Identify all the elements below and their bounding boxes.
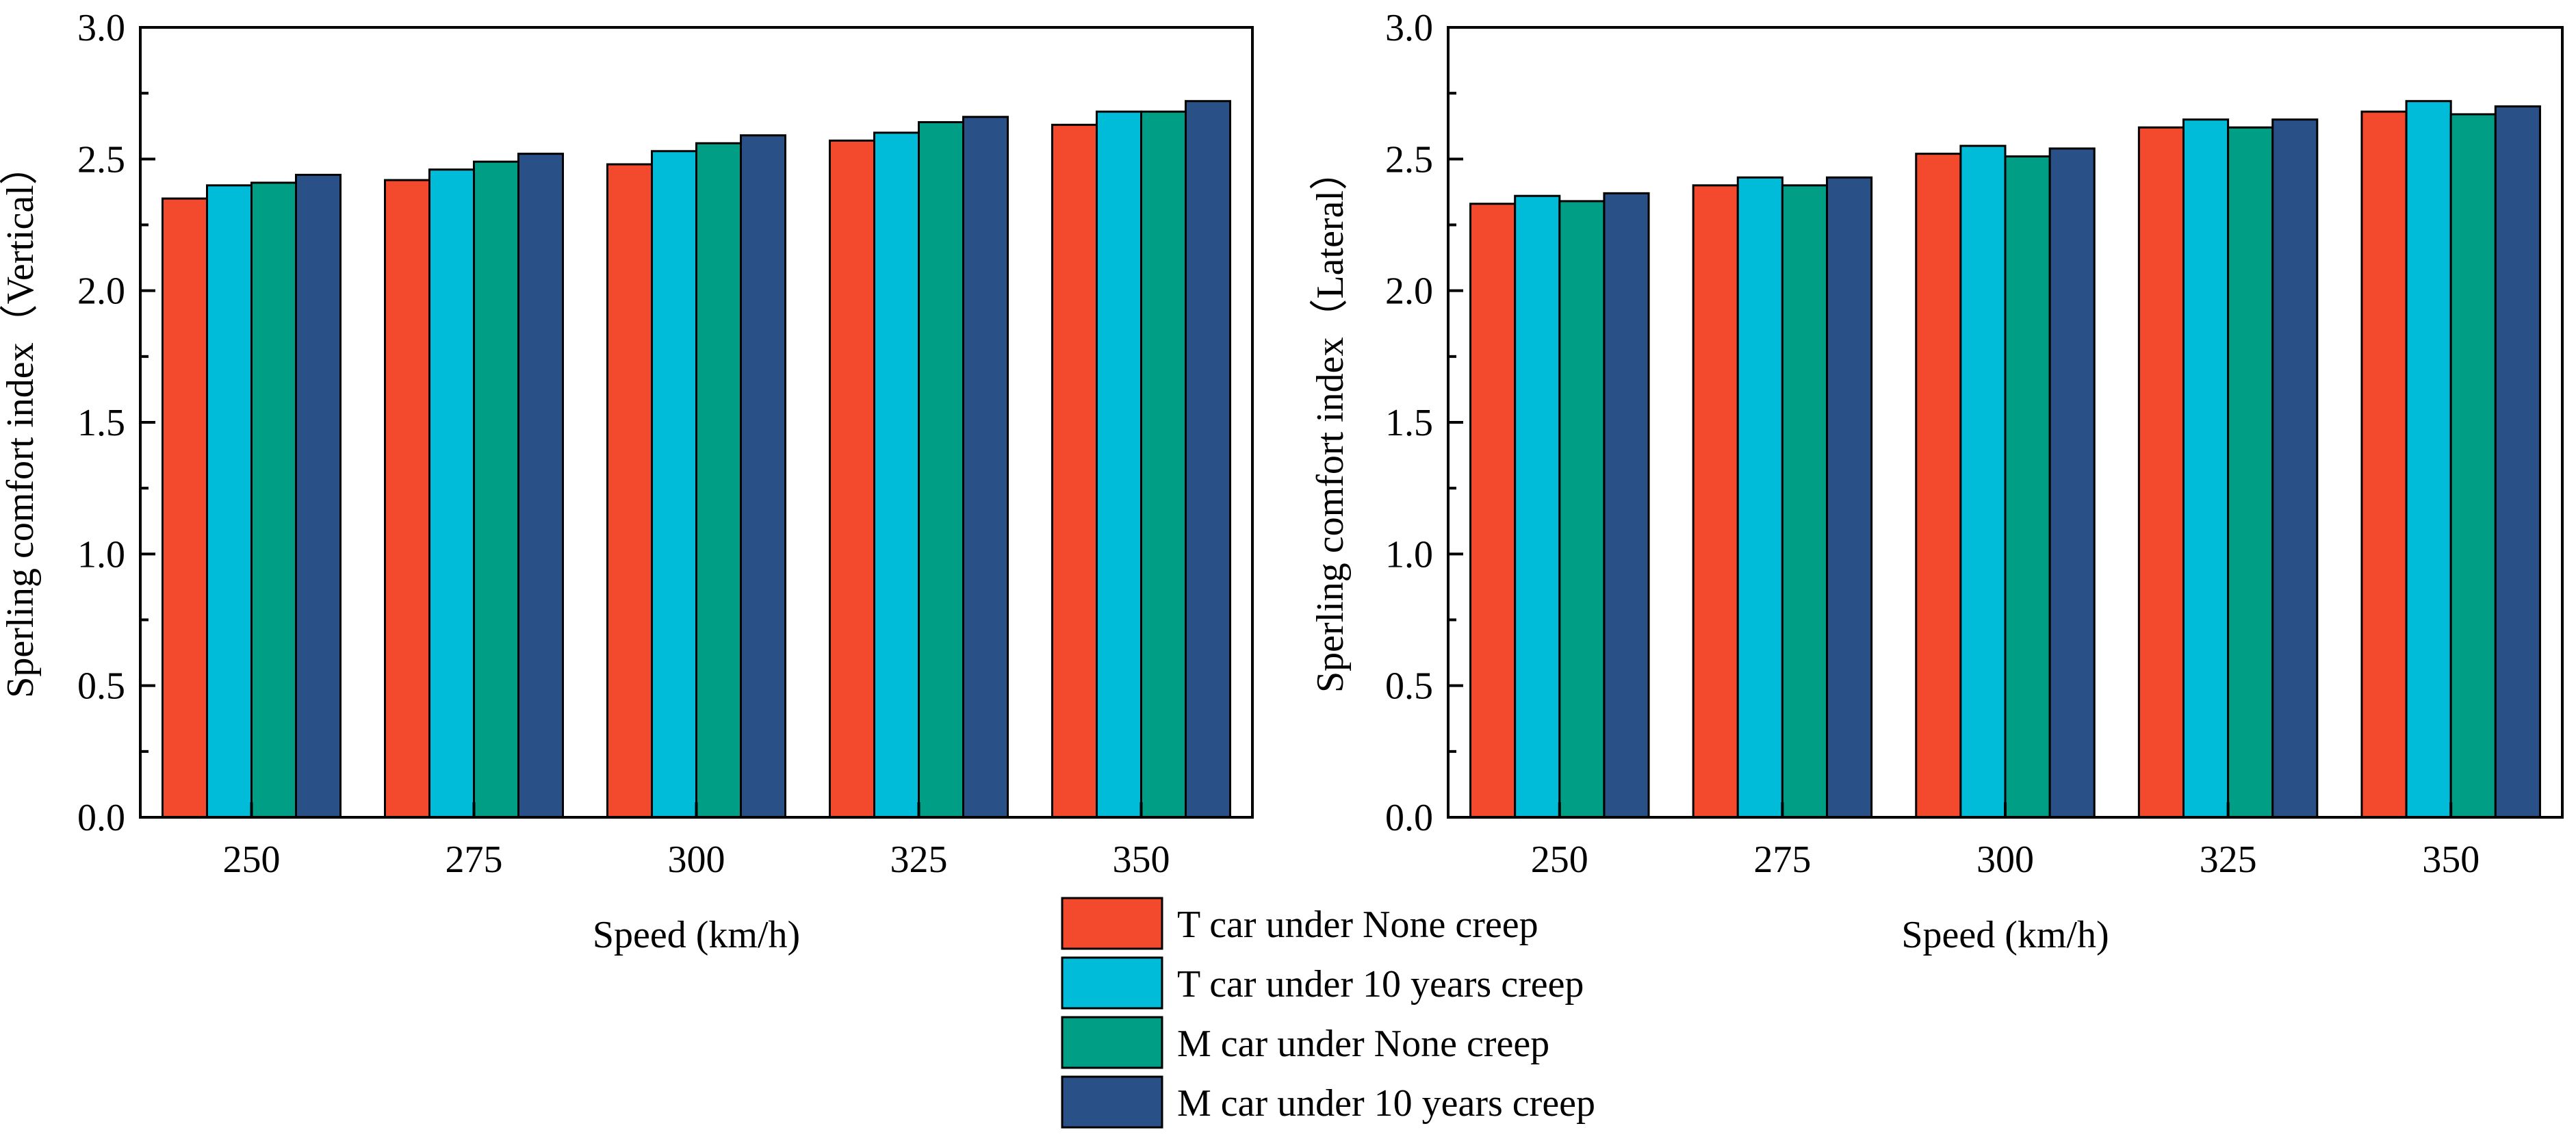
bar-vertical-250-m_10y bbox=[295, 173, 342, 819]
x-tick-label-lateral: 325 bbox=[2200, 839, 2257, 881]
bar-lateral-325-t_10y bbox=[2182, 118, 2230, 819]
bar-lateral-325-m_10y bbox=[2271, 118, 2319, 819]
x-tick-label-lateral: 300 bbox=[1976, 839, 2034, 881]
bar-lateral-250-t_10y bbox=[1514, 194, 1561, 819]
y-axis-title-vertical: Sperling comfort index（Vertical） bbox=[0, 146, 42, 698]
y-tick-label-lateral: 1.0 bbox=[1385, 533, 1433, 576]
bar-lateral-350-t_10y bbox=[2405, 100, 2452, 819]
bar-vertical-275-t_none bbox=[384, 179, 430, 819]
bar-lateral-350-t_none bbox=[2360, 110, 2408, 819]
y-tick-label-lateral: 2.0 bbox=[1385, 270, 1433, 313]
bar-vertical-350-m_10y bbox=[1185, 100, 1231, 819]
x-tick-label-lateral: 350 bbox=[2422, 839, 2480, 881]
bar-vertical-300-m_10y bbox=[740, 134, 786, 819]
bar-vertical-275-m_none bbox=[473, 160, 519, 819]
bar-lateral-300-t_none bbox=[1915, 153, 1962, 819]
legend-label-m_10y: M car under 10 years creep bbox=[1177, 1082, 1595, 1125]
y-tick-label-lateral: 2.5 bbox=[1385, 138, 1433, 181]
bar-lateral-350-m_10y bbox=[2494, 105, 2541, 819]
x-tick-label-vertical: 350 bbox=[1113, 839, 1170, 881]
bar-lateral-300-m_10y bbox=[2048, 147, 2096, 819]
y-tick-label-vertical: 1.0 bbox=[77, 533, 125, 576]
y-tick-label-vertical: 2.5 bbox=[77, 138, 125, 181]
y-axis-title-lateral: Sperling comfort index（Lateral） bbox=[1309, 152, 1352, 693]
bar-lateral-300-t_10y bbox=[1959, 144, 2007, 819]
chart-panel-lateral: 0.0 0.5 1.0 1.5 2.0 2.5 3.0 250 275 300 325 350 Spee… bbox=[1309, 7, 2564, 956]
y-tick-label-lateral: 3.0 bbox=[1385, 7, 1433, 49]
x-tick-label-vertical: 275 bbox=[446, 839, 503, 881]
bar-lateral-350-m_none bbox=[2449, 113, 2497, 819]
y-tick-label-vertical: 1.5 bbox=[77, 402, 125, 444]
chart-panel-vertical: 0.0 0.5 1.0 1.5 2.0 2.5 3.0 250 275 300 325 350 Spee… bbox=[0, 7, 1254, 956]
bar-vertical-350-t_none bbox=[1051, 123, 1098, 819]
legend-swatch-m_none bbox=[1061, 1016, 1163, 1069]
legend-swatch-t_10y bbox=[1061, 956, 1163, 1010]
bar-lateral-275-m_10y bbox=[1826, 176, 1873, 819]
bar-lateral-275-t_10y bbox=[1736, 176, 1783, 819]
bar-vertical-275-t_10y bbox=[428, 168, 475, 819]
bar-lateral-250-t_none bbox=[1469, 203, 1517, 819]
x-tick-label-vertical: 250 bbox=[223, 839, 281, 881]
bar-vertical-250-m_none bbox=[250, 181, 297, 819]
bar-lateral-250-m_10y bbox=[1603, 192, 1650, 819]
bar-lateral-250-m_none bbox=[1558, 200, 1606, 819]
x-tick-label-vertical: 325 bbox=[890, 839, 948, 881]
y-tick-label-lateral: 1.5 bbox=[1385, 402, 1433, 444]
y-tick-label-vertical: 0.5 bbox=[77, 665, 125, 708]
bar-vertical-300-t_none bbox=[606, 163, 653, 819]
bar-vertical-250-t_10y bbox=[206, 184, 253, 819]
bar-vertical-325-t_none bbox=[829, 139, 875, 819]
x-tick-label-vertical: 300 bbox=[668, 839, 725, 881]
x-axis-title-vertical: Speed (km/h) bbox=[593, 914, 800, 956]
legend: T car under None creep T car under 10 yea… bbox=[1061, 897, 1595, 1129]
bar-lateral-325-m_none bbox=[2227, 126, 2274, 819]
y-tick-label-lateral: 0.5 bbox=[1385, 665, 1433, 708]
bar-vertical-275-m_10y bbox=[517, 153, 564, 819]
x-tick-label-lateral: 250 bbox=[1531, 839, 1588, 881]
bar-lateral-275-t_none bbox=[1692, 184, 1739, 819]
bar-vertical-325-m_none bbox=[918, 120, 964, 819]
bar-vertical-325-m_10y bbox=[962, 116, 1009, 819]
x-axis-title-lateral: Speed (km/h) bbox=[1901, 914, 2109, 956]
bar-vertical-300-t_10y bbox=[651, 150, 697, 819]
bar-vertical-300-m_none bbox=[695, 142, 742, 819]
y-tick-label-lateral: 0.0 bbox=[1385, 797, 1433, 839]
legend-label-t_none: T car under None creep bbox=[1177, 904, 1538, 946]
bar-lateral-275-m_none bbox=[1781, 184, 1829, 819]
bar-lateral-300-m_none bbox=[2004, 155, 2051, 819]
bar-vertical-250-t_none bbox=[162, 197, 208, 819]
bar-vertical-350-m_none bbox=[1140, 110, 1187, 819]
legend-label-m_none: M car under None creep bbox=[1177, 1023, 1549, 1065]
legend-swatch-m_10y bbox=[1061, 1075, 1163, 1129]
y-tick-label-vertical: 0.0 bbox=[77, 797, 125, 839]
x-tick-label-lateral: 275 bbox=[1753, 839, 1811, 881]
y-tick-label-vertical: 2.0 bbox=[77, 270, 125, 313]
legend-swatch-t_none bbox=[1061, 897, 1163, 950]
bar-lateral-325-t_none bbox=[2137, 126, 2185, 819]
legend-label-t_10y: T car under 10 years creep bbox=[1177, 963, 1584, 1006]
y-tick-label-vertical: 3.0 bbox=[77, 7, 125, 49]
bar-vertical-350-t_10y bbox=[1096, 110, 1142, 819]
bar-vertical-325-t_10y bbox=[873, 131, 920, 819]
